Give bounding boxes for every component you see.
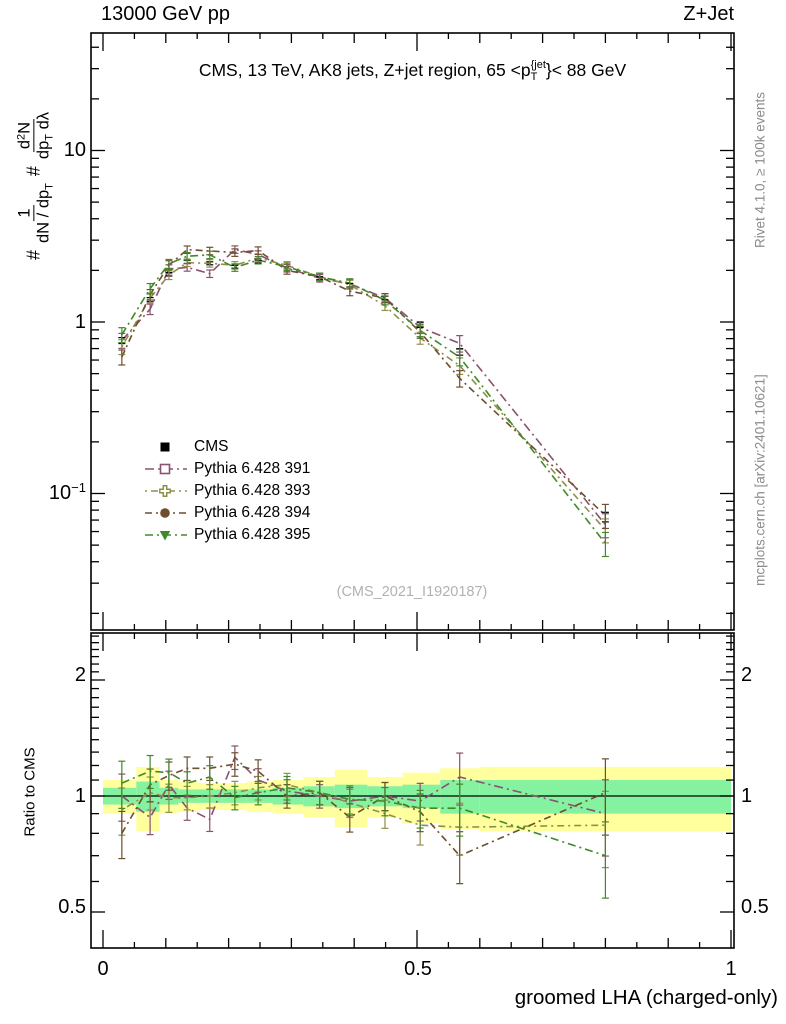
- ratio-right-tick-1: 1: [741, 785, 753, 807]
- pythia-393-marker-icon: [145, 485, 187, 497]
- pythia-391-marker-icon: [145, 463, 187, 475]
- legend-item-pythia-391: Pythia 6.428 391: [144, 458, 310, 480]
- main-y-tick-0p1: 10−1: [48, 480, 86, 504]
- process-label: Z+Jet: [683, 3, 734, 25]
- rivet-version-note: Rivet 4.1.0, ≥ 100k events: [752, 92, 768, 248]
- legend-item-pythia-395: Pythia 6.428 395: [144, 524, 310, 546]
- ratio-left-tick-1: 1: [74, 785, 86, 807]
- ratio-left-tick-0p5: 0.5: [58, 896, 86, 918]
- legend-item-pythia-393: Pythia 6.428 393: [144, 480, 310, 502]
- main-y-tick-10: 10: [63, 139, 86, 161]
- x-tick-1: 1: [725, 958, 737, 980]
- plot-title-suffix: }< 88 GeV: [545, 60, 627, 81]
- legend: CMS Pythia 6.428 391 Pythia 6.428 393 Py…: [144, 436, 310, 546]
- legend-item-cms: CMS: [144, 436, 310, 458]
- ratio-y-axis-title: Ratio to CMS: [21, 747, 39, 837]
- pt-jet-script: {jet T: [530, 59, 546, 83]
- ratio-right-tick-0p5: 0.5: [741, 896, 769, 918]
- pythia-394-marker-icon: [145, 508, 187, 518]
- plot-title-prefix: CMS, 13 TeV, AK8 jets, Z+jet region, 65 …: [198, 60, 531, 81]
- pythia-395-marker-icon: [145, 531, 187, 541]
- legend-item-pythia-394: Pythia 6.428 394: [144, 502, 310, 524]
- cms-marker-icon: [160, 442, 170, 452]
- x-tick-0p5: 0.5: [404, 958, 432, 980]
- x-axis-title: groomed LHA (charged-only): [514, 986, 778, 1009]
- analysis-id-watermark: (CMS_2021_I1920187): [336, 584, 488, 600]
- ratio-left-tick-2: 2: [74, 664, 86, 686]
- main-y-tick-1: 1: [74, 311, 86, 333]
- beam-energy-label: 13000 GeV pp: [101, 3, 230, 25]
- x-tick-0: 0: [97, 958, 109, 980]
- mcplots-arxiv-note: mcplots.cern.ch [arXiv:2401.10621]: [752, 374, 768, 586]
- plot-title: CMS, 13 TeV, AK8 jets, Z+jet region, 65 …: [91, 59, 734, 83]
- main-y-axis-title: # 1 dN / dpT # d2N dpT dλ: [15, 111, 56, 261]
- ratio-right-tick-2: 2: [741, 664, 753, 686]
